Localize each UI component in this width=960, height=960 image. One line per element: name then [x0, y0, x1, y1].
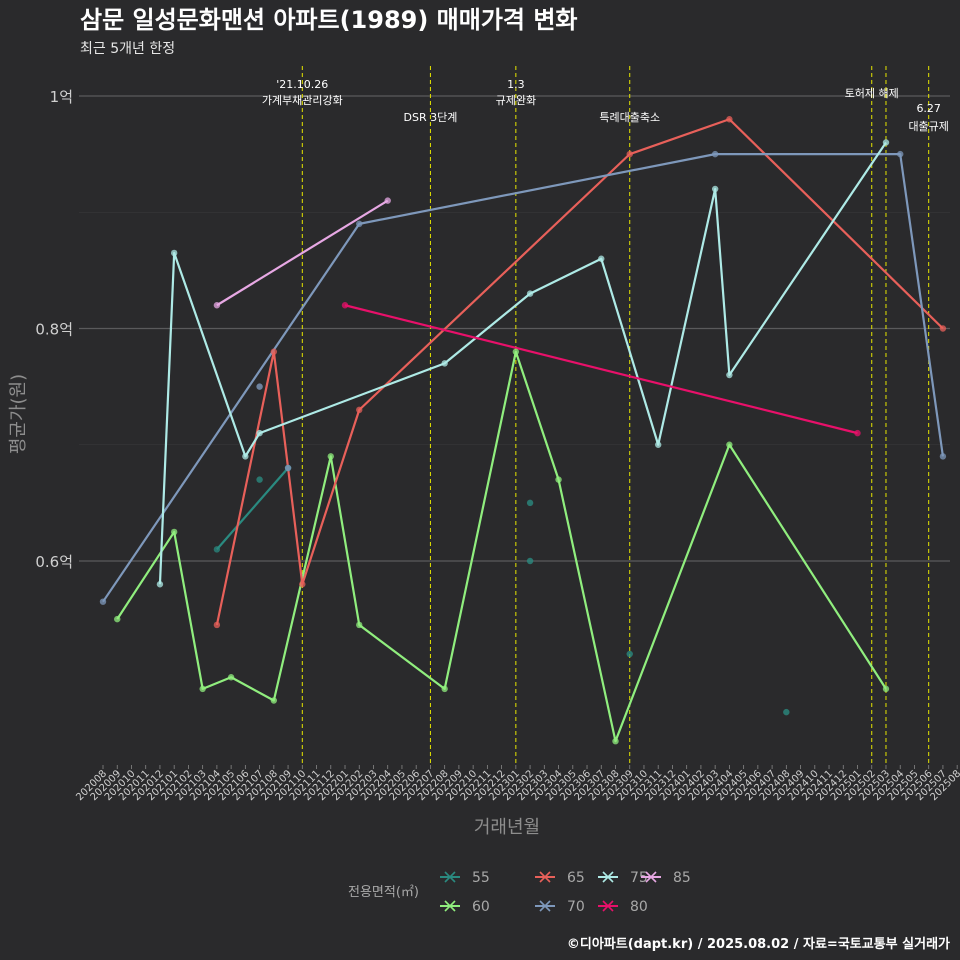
legend-key-cross	[602, 871, 614, 883]
data-point-60	[612, 737, 619, 745]
data-point-60	[512, 348, 520, 355]
legend-label: 70	[567, 899, 585, 915]
data-point-55	[256, 476, 263, 483]
legend-key-cross	[444, 871, 456, 883]
data-point-75	[655, 441, 662, 448]
legend-title: 전용면적(㎡)	[348, 885, 419, 900]
data-point-55	[783, 708, 790, 716]
data-point-60	[555, 476, 562, 483]
legend-key-cross	[539, 900, 551, 912]
event-label: 대출규제	[908, 120, 948, 133]
data-point-75	[726, 371, 733, 379]
y-tick-label: 0.6억	[35, 553, 73, 571]
series-line-80	[344, 304, 858, 435]
x-axis-title: 거래년월	[474, 817, 540, 838]
data-point-60	[327, 453, 334, 460]
data-point-60	[170, 528, 178, 536]
data-point-70	[939, 453, 947, 460]
data-point-60	[882, 685, 890, 693]
data-point-85	[384, 197, 391, 204]
data-point-85	[213, 302, 221, 309]
legend-label: 85	[673, 870, 691, 886]
y-axis-ticks: 0.6억 0.8억 1억	[35, 88, 73, 571]
legend-label: 75	[630, 870, 648, 886]
data-point-70	[256, 383, 263, 390]
legend-label: 55	[472, 870, 490, 886]
data-point-55	[526, 557, 534, 565]
data-point-75	[242, 453, 249, 460]
data-point-75	[882, 139, 890, 146]
event-label: 규제완화	[496, 94, 536, 107]
data-point-70	[711, 150, 719, 158]
event-label: 특례대출축소	[599, 111, 660, 124]
data-point-60	[441, 685, 448, 693]
series-line-55	[216, 467, 289, 551]
data-point-60	[227, 674, 235, 681]
data-point-75	[156, 581, 164, 588]
data-point-65	[299, 581, 306, 588]
legend-label: 60	[472, 899, 490, 915]
data-point-65	[626, 150, 633, 158]
chart-caption: ©디아파트(dapt.kr) / 2025.08.02 / 자료=국토교통부 실…	[567, 936, 950, 952]
data-point-55	[213, 546, 221, 553]
data-point-65	[213, 621, 221, 629]
legend-key-cross	[645, 871, 657, 883]
data-point-60	[726, 441, 733, 448]
data-point-65	[939, 325, 947, 332]
series-points	[99, 116, 947, 745]
data-point-65	[726, 116, 733, 123]
event-label: 가계부채관리강화	[262, 94, 343, 107]
legend-label: 65	[567, 870, 585, 886]
series-line-85	[216, 199, 389, 307]
data-point-60	[356, 621, 363, 629]
data-point-75	[256, 429, 263, 437]
data-point-75	[711, 185, 719, 193]
data-point-75	[441, 360, 448, 367]
data-point-70	[284, 464, 292, 472]
legend-key-cross	[444, 900, 456, 912]
y-tick-label: 0.8억	[35, 321, 73, 339]
legend-label: 80	[630, 899, 648, 915]
data-point-65	[270, 348, 278, 355]
y-tick-label: 1억	[50, 88, 73, 106]
data-point-70	[897, 150, 904, 158]
data-point-60	[270, 697, 278, 704]
data-point-70	[356, 220, 363, 228]
data-point-75	[526, 290, 534, 297]
data-point-65	[356, 406, 363, 414]
data-point-70	[99, 598, 107, 605]
legend-key-cross	[602, 900, 614, 912]
data-point-75	[598, 255, 605, 262]
data-point-60	[199, 685, 206, 693]
data-point-80	[341, 302, 349, 309]
event-label: 1.3	[507, 78, 525, 91]
chart-title: 삼문 일성문화맨션 아파트(1989) 매매가격 변화	[80, 6, 578, 34]
y-axis-title: 평균가(원)	[8, 374, 29, 454]
chart-subtitle: 최근 5개년 한정	[80, 41, 175, 57]
event-label: '21.10.26	[276, 78, 328, 91]
legend: 전용면적(㎡) 55 65 75 85 60 70 80	[348, 870, 691, 915]
legend-key-cross	[539, 871, 551, 883]
data-point-55	[626, 650, 633, 658]
data-point-75	[170, 249, 178, 257]
data-point-60	[114, 615, 121, 623]
event-label: DSR 3단계	[404, 111, 458, 124]
data-point-80	[854, 429, 861, 437]
event-label: 6.27	[916, 102, 941, 115]
event-label: 토허제 해제	[845, 86, 899, 100]
data-point-55	[526, 499, 534, 507]
